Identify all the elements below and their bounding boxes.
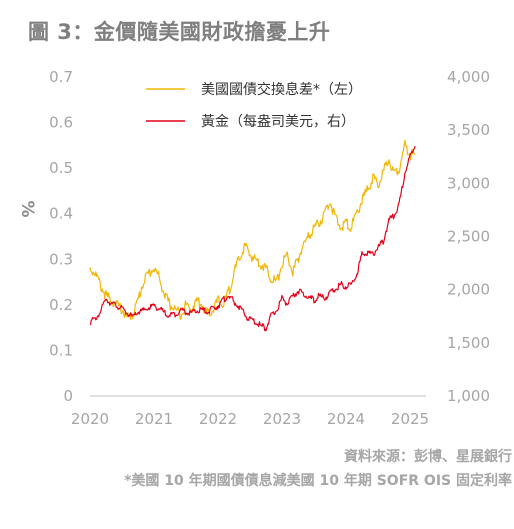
legend-label-spread: 美國國債交換息差*（左） <box>201 81 362 98</box>
x-tick-label: 2020 <box>71 410 109 428</box>
series-line-gold <box>89 145 416 332</box>
y-left-tick-labels: 0 0.1 0.2 0.3 0.4 0.5 0.6 0.7 <box>49 68 73 405</box>
series-line-spread <box>89 139 416 321</box>
y-left-tick-label: 0.5 <box>49 159 73 177</box>
y-right-tick-label: 1,000 <box>447 387 490 405</box>
y-right-tick-label: 3,000 <box>447 174 490 192</box>
y-left-tick-label: 0.3 <box>49 250 73 268</box>
y-left-tick-label: 0.7 <box>49 68 73 86</box>
y-left-tick-label: 0.6 <box>49 114 73 132</box>
y-right-tick-label: 4,000 <box>447 68 490 86</box>
legend: 美國國債交換息差*（左） 黃金（每盎司美元，右） <box>146 81 362 130</box>
y-left-tick-label: 0.4 <box>49 205 73 223</box>
chart-svg: 0 0.1 0.2 0.3 0.4 0.5 0.6 0.7 1,000 1,500 2,000 2,… <box>17 68 490 428</box>
chart-title: 圖 3：金價隨美國財政擔憂上升 <box>28 20 331 44</box>
legend-label-gold: 黃金（每盎司美元，右） <box>201 114 355 130</box>
x-tick-label: 2021 <box>135 410 173 428</box>
x-tick-label: 2025 <box>391 410 429 428</box>
x-tick-labels: 2020 2021 2022 2023 2024 2025 <box>71 410 429 428</box>
y-right-tick-label: 2,500 <box>447 228 490 246</box>
source-note: 資料來源：彭博、星展銀行 <box>344 449 512 465</box>
y-right-tick-label: 2,000 <box>447 281 490 299</box>
y-right-tick-labels: 1,000 1,500 2,000 2,500 3,000 3,500 4,000 <box>447 68 490 405</box>
x-tick-label: 2024 <box>327 410 365 428</box>
y-left-tick-label: 0.2 <box>49 296 73 314</box>
footnote: *美國 10 年期國債債息減美國 10 年期 SOFR OIS 固定利率 <box>124 473 512 489</box>
y-left-tick-label: 0 <box>63 387 73 405</box>
series-group <box>89 139 416 332</box>
x-tick-label: 2023 <box>263 410 301 428</box>
y-right-tick-label: 1,500 <box>447 334 490 352</box>
y-left-tick-label: 0.1 <box>49 341 73 359</box>
y-right-tick-label: 3,500 <box>447 121 490 139</box>
y-axis-label: % <box>17 200 37 217</box>
x-tick-label: 2022 <box>199 410 237 428</box>
